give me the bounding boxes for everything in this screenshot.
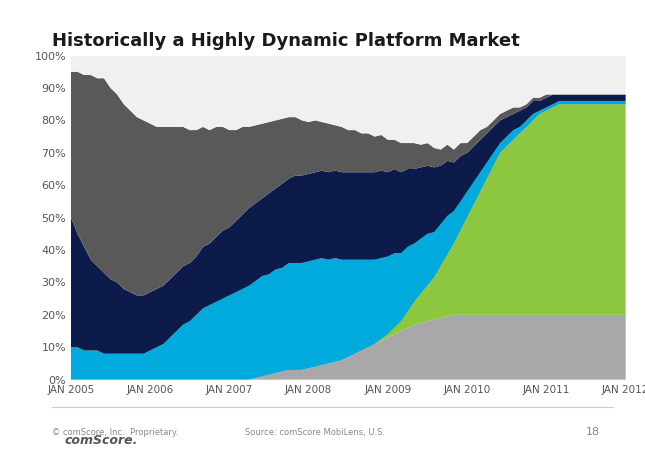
Text: Historically a Highly Dynamic Platform Market: Historically a Highly Dynamic Platform M…	[52, 32, 519, 50]
Text: comScore.: comScore.	[64, 434, 138, 447]
Text: Source: comScore MobiLens, U.S.: Source: comScore MobiLens, U.S.	[245, 428, 385, 437]
Text: © comScore, Inc.  Proprietary.: © comScore, Inc. Proprietary.	[52, 428, 178, 437]
Text: 18: 18	[586, 427, 600, 437]
